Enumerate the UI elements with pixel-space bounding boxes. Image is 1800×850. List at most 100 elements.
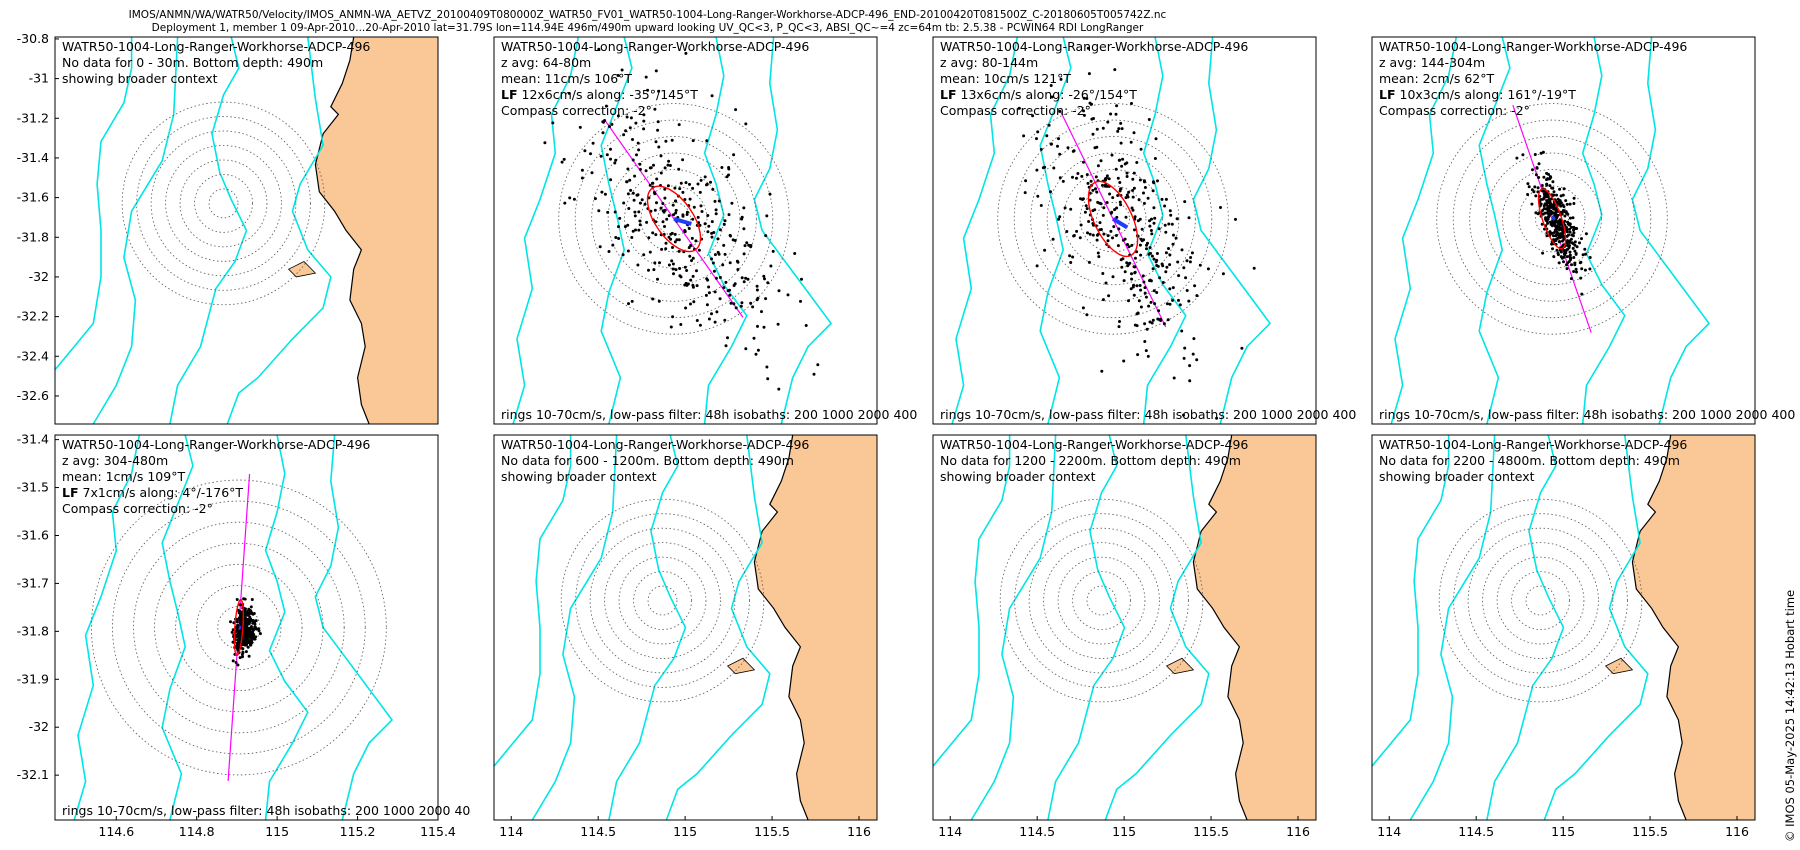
velocity-point	[1153, 216, 1157, 220]
velocity-point	[1091, 188, 1095, 192]
velocity-point	[699, 204, 703, 208]
x-tick-label: 116	[847, 824, 871, 839]
velocity-point	[1540, 222, 1544, 226]
velocity-point	[560, 160, 564, 164]
velocity-point	[238, 619, 242, 623]
velocity-point	[1170, 222, 1174, 226]
velocity-point	[1548, 184, 1552, 188]
velocity-point	[238, 603, 242, 607]
velocity-point	[677, 123, 681, 127]
velocity-point	[254, 627, 258, 631]
velocity-point	[1151, 189, 1155, 193]
velocity-point	[234, 661, 238, 664]
x-tick-label: 115.2	[340, 824, 376, 839]
velocity-point	[1101, 272, 1105, 275]
velocity-point	[1157, 227, 1161, 231]
velocity-point	[1563, 214, 1567, 218]
velocity-point	[744, 276, 748, 280]
velocity-point	[583, 149, 587, 153]
velocity-point	[1551, 211, 1555, 215]
velocity-point	[1130, 206, 1134, 210]
speed-ring	[1438, 498, 1643, 703]
velocity-point	[707, 224, 711, 228]
velocity-point	[1572, 202, 1576, 205]
velocity-point	[1124, 215, 1128, 219]
velocity-point	[1117, 158, 1121, 162]
velocity-point	[1128, 261, 1132, 265]
velocity-point	[628, 178, 632, 182]
velocity-point	[1187, 216, 1191, 220]
velocity-point	[1120, 164, 1124, 168]
velocity-point	[229, 620, 232, 624]
velocity-point	[1175, 217, 1179, 221]
velocity-point	[1152, 221, 1156, 225]
velocity-point	[1116, 194, 1120, 197]
speed-ring	[1518, 185, 1586, 253]
velocity-point	[755, 284, 759, 288]
velocity-point	[659, 206, 663, 210]
velocity-point	[677, 167, 681, 171]
velocity-point	[1149, 279, 1153, 283]
velocity-point	[617, 225, 620, 229]
velocity-point	[237, 642, 241, 646]
velocity-point	[1133, 215, 1137, 219]
velocity-point	[1572, 231, 1576, 235]
velocity-point	[657, 145, 661, 149]
velocity-point	[1096, 164, 1100, 168]
velocity-point	[613, 161, 617, 165]
velocity-point	[769, 264, 773, 268]
velocity-point	[1139, 147, 1143, 151]
velocity-point	[663, 208, 667, 212]
velocity-point	[248, 615, 252, 619]
velocity-point	[1168, 263, 1172, 267]
velocity-point	[580, 168, 584, 172]
velocity-point	[1193, 284, 1197, 288]
velocity-point	[1548, 177, 1552, 181]
velocity-point	[1132, 293, 1136, 297]
velocity-point	[1174, 236, 1178, 240]
velocity-point	[1139, 237, 1143, 241]
velocity-point	[1183, 200, 1187, 204]
panel-annotation-line: z avg: 304-480m	[62, 453, 168, 468]
velocity-point	[238, 656, 242, 660]
velocity-point	[620, 68, 624, 72]
velocity-point	[742, 227, 746, 231]
velocity-point	[670, 138, 674, 142]
velocity-point	[1049, 84, 1053, 87]
velocity-point	[1547, 172, 1550, 176]
velocity-point	[1161, 281, 1165, 284]
mean-arrow	[1111, 217, 1129, 230]
velocity-point	[624, 129, 628, 133]
isobath-line	[314, 434, 394, 821]
velocity-point	[625, 115, 629, 119]
panel-annotation-line: No data for 0 - 30m. Bottom depth: 490m	[62, 55, 323, 70]
velocity-point	[756, 296, 760, 300]
velocity-point	[691, 217, 695, 221]
velocity-point	[1169, 213, 1173, 217]
y-tick-label: -31.7	[17, 575, 49, 590]
island	[287, 261, 317, 278]
lf-label: LF	[1379, 87, 1396, 102]
velocity-point	[1547, 214, 1551, 218]
velocity-point	[1150, 232, 1154, 236]
x-tick-label: 114.6	[98, 824, 134, 839]
velocity-point	[608, 125, 611, 129]
velocity-point	[697, 248, 701, 252]
velocity-point	[250, 625, 253, 629]
isobath-line	[1142, 36, 1187, 425]
velocity-point	[1160, 197, 1164, 201]
velocity-point	[1116, 244, 1120, 248]
velocity-point	[1116, 176, 1120, 180]
velocity-point	[1035, 168, 1039, 172]
velocity-point	[689, 278, 693, 282]
velocity-point	[1562, 187, 1566, 191]
velocity-point	[1149, 300, 1153, 304]
velocity-point	[1189, 256, 1193, 259]
velocity-point	[658, 261, 661, 265]
velocity-point	[1086, 231, 1089, 235]
velocity-point	[1106, 120, 1110, 124]
velocity-point	[1122, 279, 1126, 283]
velocity-point	[1114, 234, 1118, 237]
velocity-point	[777, 387, 781, 391]
velocity-point	[703, 222, 707, 226]
